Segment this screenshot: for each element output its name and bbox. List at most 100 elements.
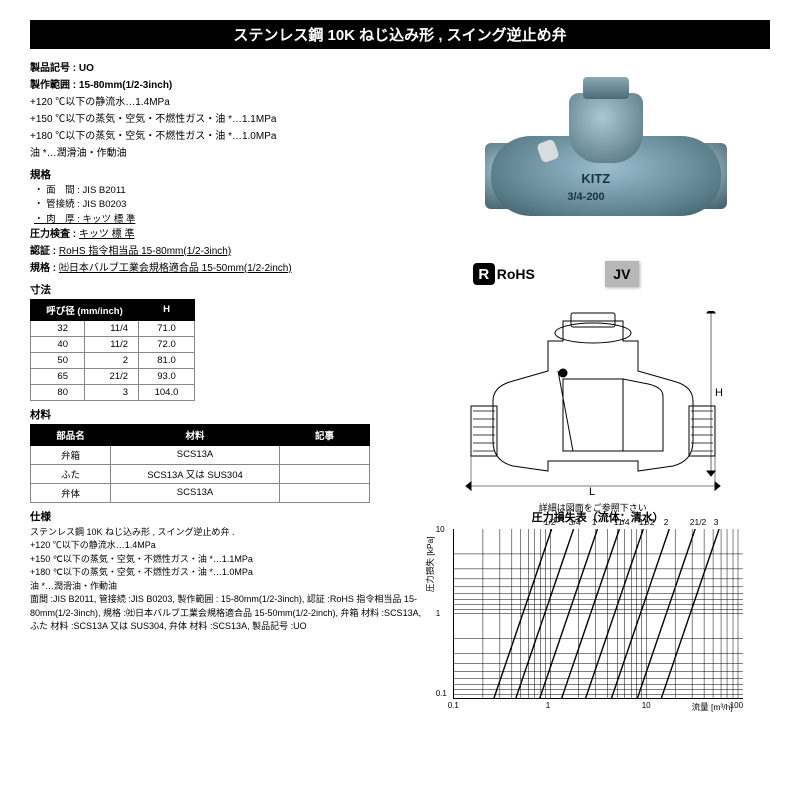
product-code: 製品記号 : UO [30,61,423,76]
rohs-badge: R RoHS [473,263,535,285]
ytick: 10 [436,525,445,534]
std2-label: 規格 : [30,263,59,274]
product-photo: KITZ 3/4-200 [491,71,721,241]
rohs-r-icon: R [473,263,495,285]
cell [280,445,370,464]
cell: 81.0 [139,352,195,368]
series-label: 1/2 [544,517,556,527]
cross-section-drawing: H L 詳細は図面をご参照下さい [463,311,723,496]
std2: 規格 : ㈳日本バルブ工業会規格適合品 15-50mm(1/2-2inch) [30,261,423,276]
pressure-line-1: +150 ℃以下の蒸気・空気・不燃性ガス・油 *…1.1MPa [30,112,423,127]
range-value: 15-80mm(1/2-3inch) [79,80,172,91]
standards-title: 規格 [30,167,423,182]
ytick: 0.1 [436,689,447,698]
mat-th-1: 材料 [111,424,280,445]
table-header-row: 部品名 材料 記事 [31,424,370,445]
page-title: ステンレス鋼 10K ねじ込み形 , スイング逆止め弁 [30,20,770,49]
range: 製作範囲 : 15-80mm(1/2-3inch) [30,78,423,93]
table-row: 弁箱SCS13A [31,445,370,464]
cell: 72.0 [139,336,195,352]
pressure-loss-chart: 圧力損失表（流体：清水） 圧力損失 [kPa] 10 1 0.1 0.1 1 1… [453,509,743,713]
pressure-test: 圧力検査 : キッツ 標 準 [30,227,423,242]
dim-th-1: H [139,299,195,320]
valve-brand-text: KITZ [581,171,610,186]
cell: 65 [31,368,85,384]
cell: 21/2 [85,368,139,384]
cell: 32 [31,320,85,336]
materials-table: 部品名 材料 記事 弁箱SCS13A ふたSCS13A 又は SUS304 弁体… [30,424,370,503]
xtick: 0.1 [448,701,459,710]
cell: 40 [31,336,85,352]
ploss-plot-area: 圧力損失 [kPa] 10 1 0.1 0.1 1 10 100 1/2 3/4… [453,529,743,699]
jv-badge: JV [605,261,639,287]
series-label: 3/4 [569,517,581,527]
product-code-value: UO [79,63,94,74]
cell: 93.0 [139,368,195,384]
cell: 11/2 [85,336,139,352]
series-label: 2 [664,517,669,527]
cell: 80 [31,384,85,400]
left-column: 製品記号 : UO 製作範囲 : 15-80mm(1/2-3inch) +120… [30,61,423,634]
dim-th-0: 呼び径 (mm/inch) [31,299,139,320]
pressure-line-0: +120 ℃以下の静流水…1.4MPa [30,95,423,110]
table-row: 6521/293.0 [31,368,195,384]
main-row: 製品記号 : UO 製作範囲 : 15-80mm(1/2-3inch) +120… [30,61,770,634]
ytick: 1 [436,609,440,618]
spec-paragraph: ステンレス鋼 10K ねじ込み形 , スイング逆止め弁 . +120 ℃以下の静… [30,526,423,634]
cell: 弁箱 [31,445,111,464]
dimensions-title: 寸法 [30,282,423,297]
pressure-line-3: 油 *…潤滑油・作動油 [30,146,423,161]
cell: 71.0 [139,320,195,336]
series-label: 3 [714,517,719,527]
cell [280,483,370,502]
range-label: 製作範囲 : [30,80,79,91]
table-row: ふたSCS13A 又は SUS304 [31,464,370,483]
pressure-line-2: +180 ℃以下の蒸気・空気・不燃性ガス・油 *…1.0MPa [30,129,423,144]
cell: 104.0 [139,384,195,400]
table-header-row: 呼び径 (mm/inch) H [31,299,195,320]
right-column: KITZ 3/4-200 R RoHS JV [443,61,770,634]
cell: 2 [85,352,139,368]
series-label: 11/4 [614,517,630,527]
cell: 弁体 [31,483,111,502]
series-label: 11/2 [639,517,655,527]
xtick: 100 [730,701,743,710]
pressure-test-value: キッツ 標 準 [79,229,135,240]
table-row: 50281.0 [31,352,195,368]
mat-th-0: 部品名 [31,424,111,445]
cell: SCS13A 又は SUS304 [111,464,280,483]
series-label: 1 [592,517,597,527]
materials-title: 材料 [30,407,423,422]
rohs-text: RoHS [497,266,535,282]
standard-1: ・ 管接続 : JIS B0203 [30,198,423,212]
pressure-test-label: 圧力検査 : [30,229,79,240]
mat-th-2: 記事 [280,424,370,445]
cell: SCS13A [111,483,280,502]
standard-0: ・ 面 間 : JIS B2011 [30,184,423,198]
cell [280,464,370,483]
y-axis-label: 圧力損失 [kPa] [424,536,436,592]
valve-size-text: 3/4-200 [567,191,604,203]
std2-value: ㈳日本バルブ工業会規格適合品 15-50mm(1/2-2inch) [59,263,292,274]
series-label: 21/2 [690,517,707,527]
cert-value: RoHS 指令相当品 15-80mm(1/2-3inch) [59,246,231,257]
cert-label: 認証 : [30,246,59,257]
cell: ふた [31,464,111,483]
valve-cap [583,77,629,99]
cell: 50 [31,352,85,368]
cell: SCS13A [111,445,280,464]
svg-text:L: L [589,486,595,496]
cert: 認証 : RoHS 指令相当品 15-80mm(1/2-3inch) [30,244,423,259]
table-row: 弁体SCS13A [31,483,370,502]
dimensions-table: 呼び径 (mm/inch) H 3211/471.0 4011/272.0 50… [30,299,195,401]
cell: 3 [85,384,139,400]
table-row: 803104.0 [31,384,195,400]
standard-2: ・ 肉 厚 : キッツ 標 準 [30,213,423,227]
table-row: 3211/471.0 [31,320,195,336]
badges: R RoHS JV [473,261,639,287]
xtick: 1 [546,701,550,710]
spec-title: 仕様 [30,509,423,524]
table-row: 4011/272.0 [31,336,195,352]
x-axis-label: 流量 [m³/h] [453,701,743,713]
valve-top [569,93,643,163]
